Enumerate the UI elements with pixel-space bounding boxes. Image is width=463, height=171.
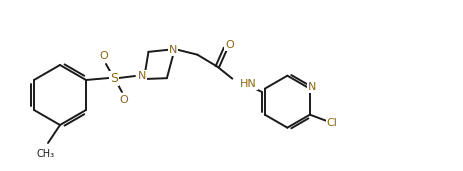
- Text: CH₃: CH₃: [37, 149, 55, 159]
- Text: HN: HN: [240, 79, 257, 89]
- Text: O: O: [119, 95, 128, 105]
- Text: N: N: [308, 82, 316, 92]
- Text: N: N: [169, 45, 177, 55]
- Text: S: S: [110, 71, 118, 84]
- Text: Cl: Cl: [326, 118, 338, 128]
- Text: N: N: [138, 71, 146, 81]
- Text: O: O: [225, 40, 234, 50]
- Text: O: O: [100, 51, 108, 61]
